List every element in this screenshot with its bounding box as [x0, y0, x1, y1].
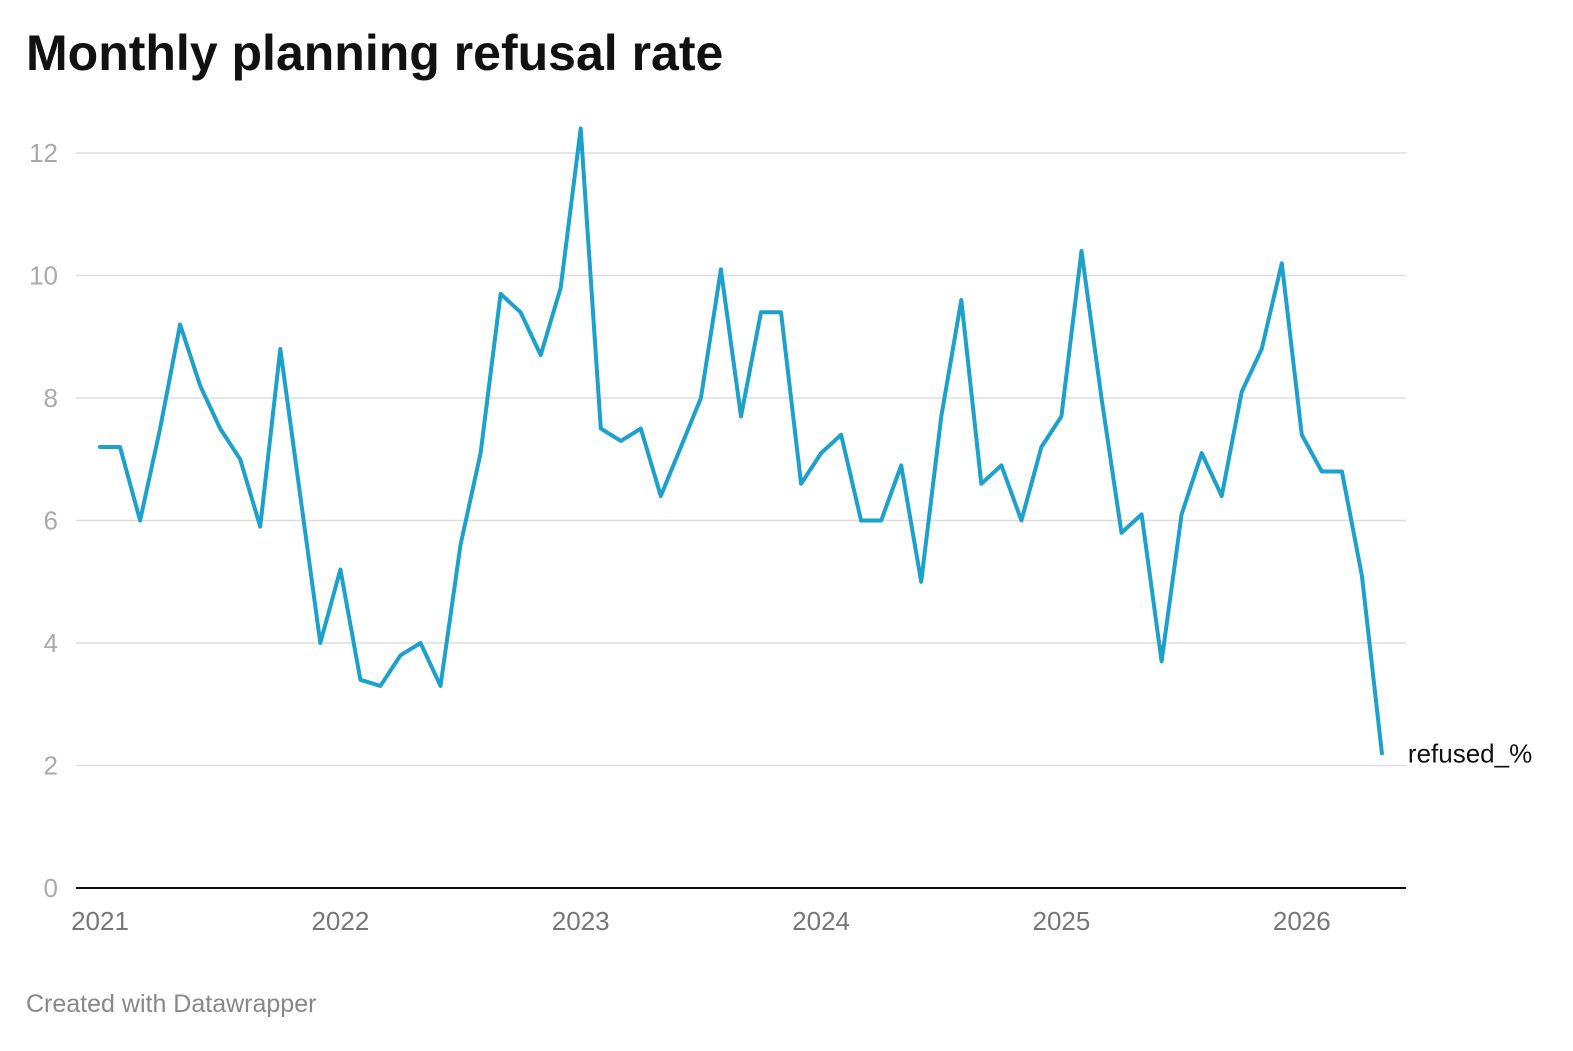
series-line-0 — [98, 126, 1384, 756]
chart-title: Monthly planning refusal rate — [26, 25, 724, 81]
y-tick-label: 2 — [44, 751, 58, 781]
y-tick-label: 12 — [29, 138, 58, 168]
line-chart: 0 2 4 6 8 10 12 2021 2022 2023 2024 2025 2026 refus… — [29, 126, 1532, 936]
x-tick-label: 2022 — [311, 906, 369, 936]
y-tick-label: 0 — [44, 873, 58, 903]
y-tick-label: 4 — [44, 628, 58, 658]
series-labels: refused_% — [1408, 738, 1532, 768]
gridlines — [76, 152, 1406, 767]
footer-credit: Created with Datawrapper — [26, 990, 317, 1018]
y-tick-label: 6 — [44, 506, 58, 536]
y-tick-label: 10 — [29, 261, 58, 291]
x-tick-label: 2024 — [792, 906, 850, 936]
x-tick-label: 2021 — [71, 906, 129, 936]
x-tick-label: 2025 — [1033, 906, 1091, 936]
series-label: refused_% — [1408, 738, 1532, 768]
y-tick-label: 8 — [44, 383, 58, 413]
series-lines — [98, 126, 1384, 756]
x-tick-label: 2026 — [1273, 906, 1331, 936]
y-axis-ticks: 0 2 4 6 8 10 12 — [29, 138, 58, 903]
x-tick-label: 2023 — [552, 906, 610, 936]
x-axis-ticks: 2021 2022 2023 2024 2025 2026 — [71, 906, 1331, 936]
